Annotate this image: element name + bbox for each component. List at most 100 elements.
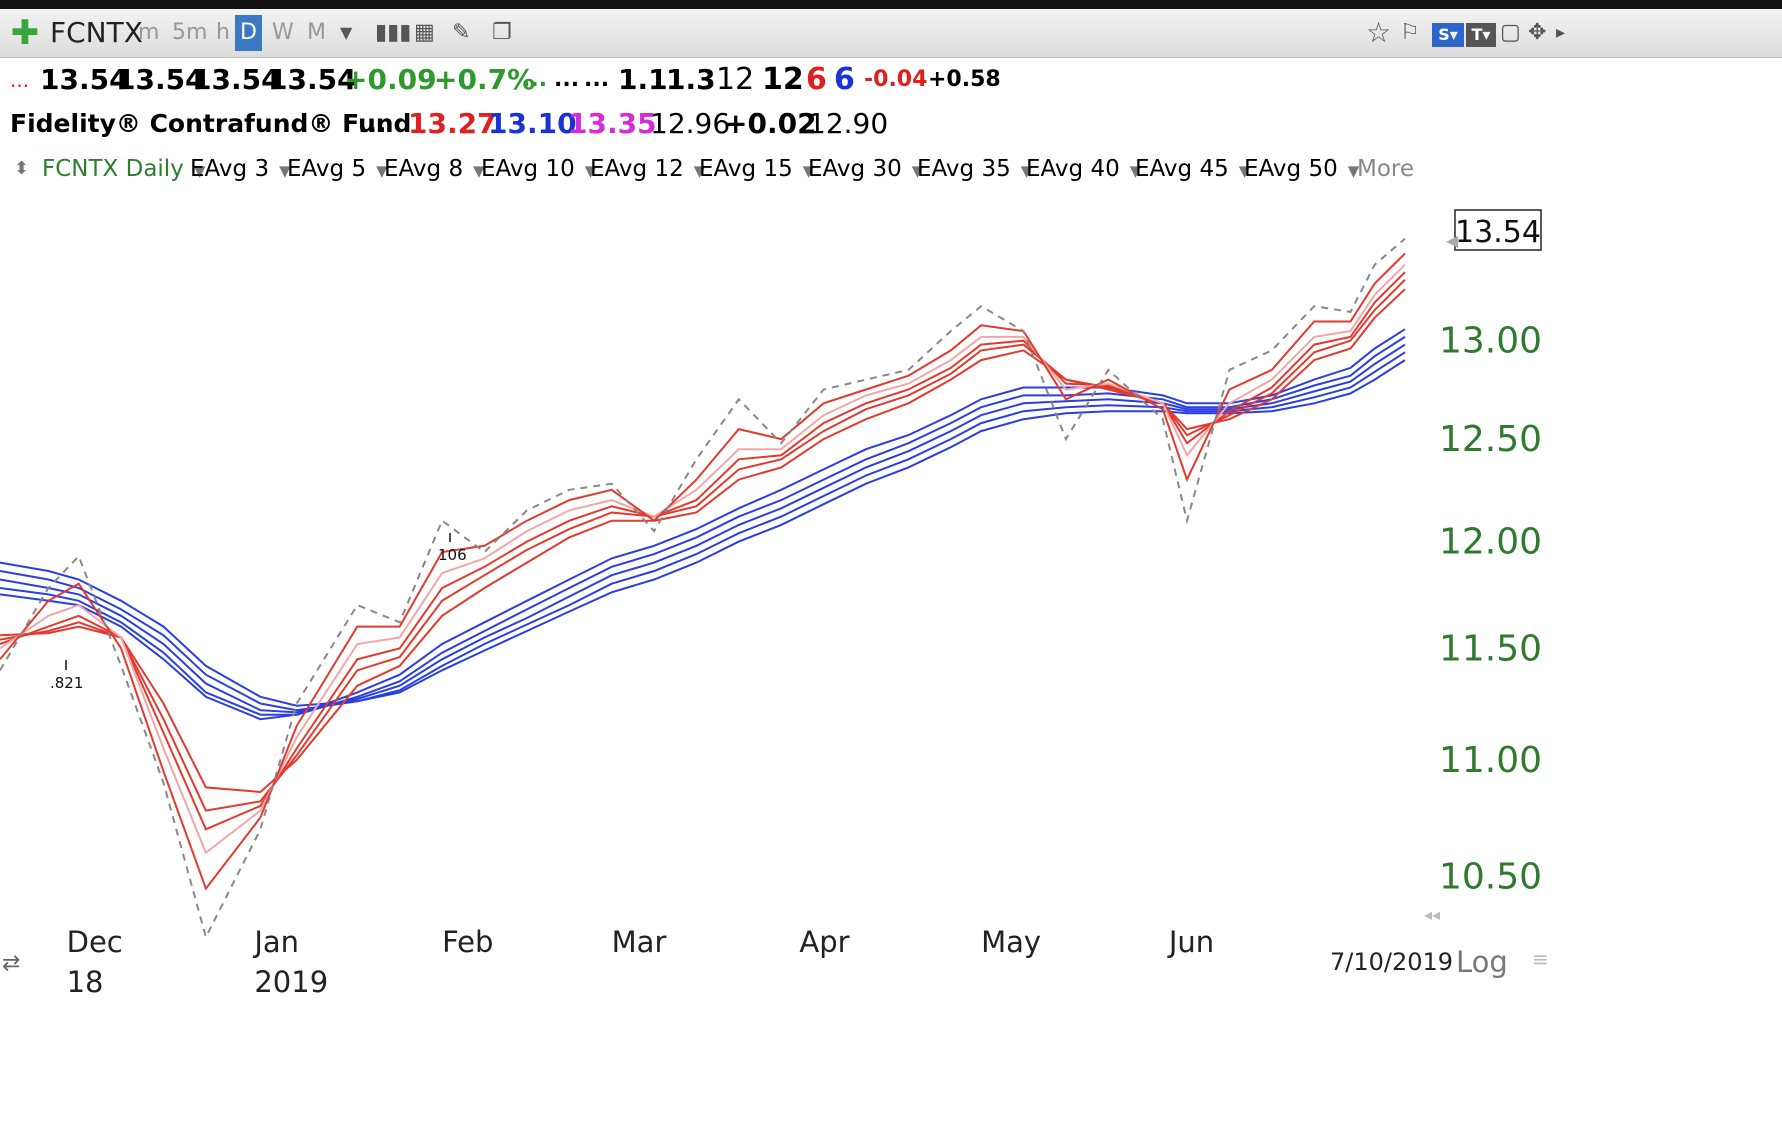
symbol-input[interactable]: FCNTX: [50, 16, 143, 49]
chevron-down-icon: ▼: [1129, 162, 1142, 180]
legend-more[interactable]: More: [1357, 156, 1415, 182]
legend-label: EAvg 12: [590, 156, 684, 182]
legend-eavg-15[interactable]: EAvg 15 ▼: [699, 148, 814, 190]
timeframe-daily[interactable]: D: [235, 15, 262, 51]
pencil-icon[interactable]: ✎: [452, 20, 471, 45]
quote-row-1: ... 13.54 13.54 13.54 13.54 +0.09 +0.7% …: [0, 58, 1782, 102]
y-tick-label: 12.00: [1439, 522, 1542, 563]
price-chart[interactable]: 10.50 11.00 11.50 12.00 12.50 13.00 13.54 ◀ .…: [0, 190, 1782, 1138]
flag-icon[interactable]: ⚐: [1400, 20, 1420, 45]
legend-price[interactable]: FCNTX Daily ▼: [42, 148, 205, 190]
x-month-label: Jun: [1167, 925, 1214, 959]
legend-label: EAvg 30: [808, 156, 902, 182]
chevron-down-icon: ▼: [584, 162, 597, 180]
chart-lines: [0, 237, 1406, 940]
quote-v1: 1.1: [618, 63, 668, 96]
ema-line-10: [0, 359, 1406, 707]
quote-dots-2: ...: [554, 67, 580, 92]
legend-eavg-35[interactable]: EAvg 35 ▼: [917, 148, 1032, 190]
legend-eavg-5[interactable]: EAvg 5 ▼: [287, 148, 388, 190]
legend-label: EAvg 5: [287, 156, 367, 182]
ema-line-6: [0, 328, 1406, 721]
x-month-label: May: [981, 925, 1041, 959]
legend-eavg-10[interactable]: EAvg 10 ▼: [481, 148, 596, 190]
move-icon[interactable]: ✥: [1528, 20, 1547, 45]
chevron-down-icon: ▼: [279, 162, 291, 180]
chevron-right-icon[interactable]: ▸: [1556, 22, 1566, 43]
ema-line-9: [0, 351, 1406, 712]
chevron-down-icon: ▼: [473, 162, 485, 180]
quote-v4: 12: [762, 62, 804, 97]
x-month-label: Feb: [442, 925, 493, 959]
last-price-label: 13.54: [1455, 215, 1541, 250]
timeframe-weekly[interactable]: W: [272, 20, 294, 45]
timeframe-5min[interactable]: 5m: [172, 20, 208, 45]
quote-r4: 12.96: [650, 107, 731, 140]
chevron-down-icon: ▼: [193, 162, 206, 180]
add-plus-icon[interactable]: ✚: [10, 13, 40, 53]
low-annotation: .821: [50, 674, 83, 692]
scroll-arrows-icon[interactable]: ◂◂: [1424, 905, 1440, 924]
quote-change-pct: +0.7%: [434, 63, 536, 96]
chevron-down-icon: ▼: [693, 162, 706, 180]
bar-chart-icon[interactable]: ▮▮▮: [375, 20, 412, 45]
fund-name: Fidelity® Contrafund® Fund: [10, 109, 412, 138]
t-badge-icon[interactable]: T▾: [1466, 23, 1496, 47]
x-month-label: Mar: [612, 925, 667, 959]
log-scale-button[interactable]: Log: [1456, 945, 1508, 979]
x-year-label: 2019: [254, 965, 328, 999]
y-tick-label: 10.50: [1439, 857, 1542, 898]
s-badge-icon[interactable]: S▾: [1432, 23, 1464, 47]
y-tick-label: 11.00: [1439, 740, 1542, 781]
chevron-down-icon: ▼: [1238, 162, 1251, 180]
legend-label: EAvg 45: [1135, 156, 1229, 182]
legend-eavg-30[interactable]: EAvg 30 ▼: [808, 148, 923, 190]
refresh-icon[interactable]: ⇄: [2, 951, 20, 976]
legend-label: EAvg 15: [699, 156, 793, 182]
ema-line-5: [0, 288, 1406, 794]
chevron-down-icon: ▼: [376, 162, 388, 180]
x-month-label: Dec: [67, 925, 123, 959]
y-tick-label: 11.50: [1439, 628, 1542, 669]
quote-v5: 6: [806, 62, 827, 97]
window-top-strip: [0, 0, 1782, 9]
timeframe-minute[interactable]: m: [138, 20, 160, 45]
timeframe-hour[interactable]: h: [216, 20, 230, 45]
quote-row-2: Fidelity® Contrafund® Fund ... 13.27 13.…: [0, 102, 1782, 146]
legend-eavg-45[interactable]: EAvg 45 ▼: [1135, 148, 1250, 190]
last-price-box: [1454, 209, 1542, 251]
current-date-label: 7/10/2019: [1330, 948, 1453, 976]
chevron-down-icon[interactable]: ▼: [340, 23, 353, 42]
y-tick-label: 13.00: [1439, 321, 1542, 362]
ema-line-3: [0, 271, 1406, 831]
legend-eavg-12[interactable]: EAvg 12 ▼: [590, 148, 705, 190]
quote-change: +0.09: [344, 63, 437, 96]
ema-line-8: [0, 343, 1406, 714]
window-icon[interactable]: ❐: [492, 20, 512, 45]
volume-annotation: 106: [438, 546, 467, 564]
legend-eavg-40[interactable]: EAvg 40 ▼: [1026, 148, 1141, 190]
quote-low: 13.54: [192, 63, 281, 96]
legend-label: EAvg 50: [1244, 156, 1338, 182]
legend-eavg-3[interactable]: EAvg 3 ▼: [190, 148, 291, 190]
settings-lines-icon[interactable]: ≡: [1532, 947, 1549, 971]
reorder-icon[interactable]: ⬍: [14, 158, 30, 179]
y-tick-label: 12.50: [1439, 419, 1542, 460]
y-axis: 10.50 11.00 11.50 12.00 12.50 13.00: [1439, 321, 1542, 898]
timeframe-monthly[interactable]: M: [307, 20, 326, 45]
star-icon[interactable]: ☆: [1366, 16, 1392, 49]
legend-label: EAvg 8: [384, 156, 464, 182]
quote-high: 13.54: [116, 63, 205, 96]
legend-label: EAvg 35: [917, 156, 1011, 182]
quote-prefix: ...: [10, 68, 30, 92]
quote-dots-1: ...: [522, 67, 548, 92]
grid-settings-icon[interactable]: ▦: [414, 20, 435, 45]
legend-eavg-50[interactable]: EAvg 50 ▼: [1244, 148, 1359, 190]
restore-window-icon[interactable]: ▢: [1500, 20, 1521, 45]
quote-r2: 13.10: [488, 107, 577, 140]
legend-eavg-8[interactable]: EAvg 8 ▼: [384, 148, 485, 190]
legend-label: EAvg 40: [1026, 156, 1120, 182]
chevron-down-icon: ▼: [1347, 162, 1360, 180]
quote-v7: -0.04: [864, 67, 928, 92]
ema-line-7: [0, 336, 1406, 716]
